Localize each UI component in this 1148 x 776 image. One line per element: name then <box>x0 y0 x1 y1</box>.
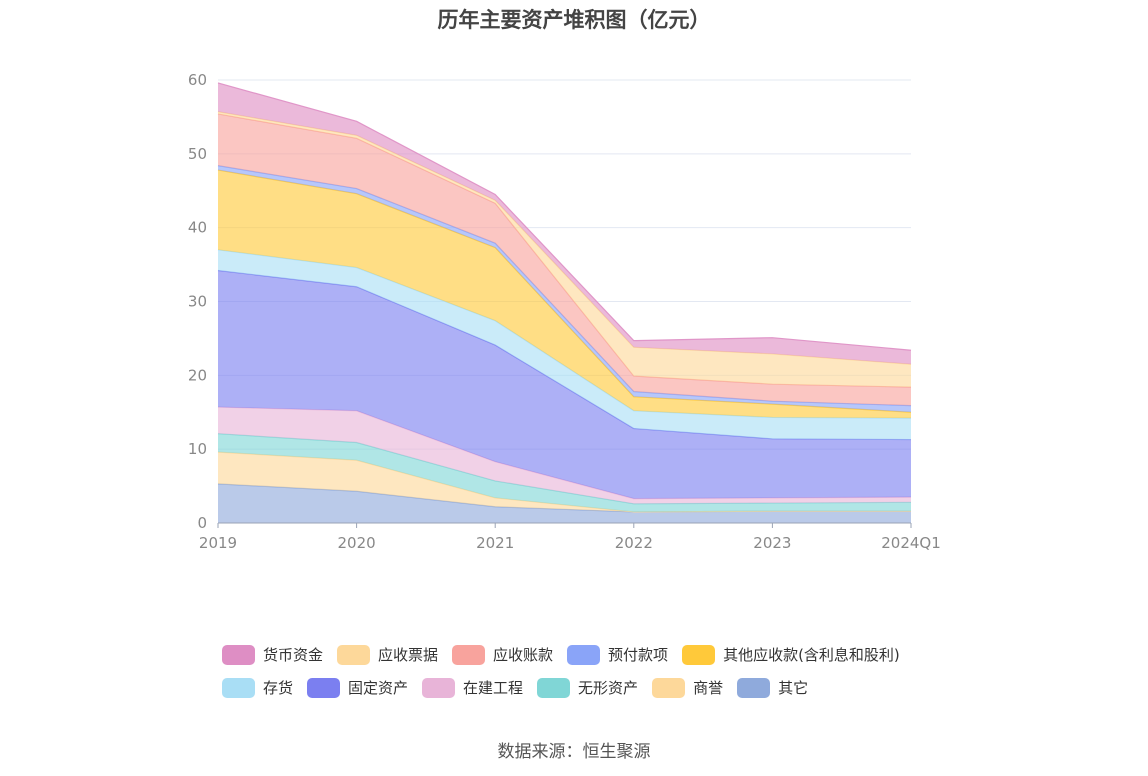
legend-label: 其它 <box>778 679 809 697</box>
area-series-2 <box>218 433 911 512</box>
area-edge-1 <box>217 451 911 513</box>
y-tick-label: 20 <box>188 366 207 384</box>
data-source-note: 数据来源：恒生聚源 <box>497 742 651 762</box>
legend-swatch <box>737 677 771 698</box>
legend-label: 固定资产 <box>348 679 409 697</box>
legend-item[interactable]: 货币资金 <box>222 644 323 665</box>
stacked-area-chart: 0 10 20 30 40 50 60 2019 2020 2021 2022 2023 2024Q1 <box>188 71 941 552</box>
legend-label: 应收票据 <box>378 646 439 664</box>
area-series-8 <box>218 113 911 406</box>
legend-item[interactable]: 应收账款 <box>452 644 553 665</box>
y-tick-label: 30 <box>188 293 207 311</box>
x-tick-label: 2024Q1 <box>881 534 941 552</box>
x-tick-label: 2021 <box>476 534 514 552</box>
legend-swatch <box>537 677 571 698</box>
area-series-5 <box>218 249 911 440</box>
legend-label: 预付款项 <box>608 646 669 664</box>
legend-swatch <box>222 677 255 698</box>
legend-item[interactable]: 应收票据 <box>337 644 438 665</box>
legend-item[interactable]: 预付款项 <box>567 644 668 665</box>
legend-swatch <box>422 677 456 698</box>
y-tick-label: 40 <box>188 219 207 237</box>
y-tick-label: 0 <box>197 514 207 532</box>
legend-swatch <box>307 677 341 698</box>
y-tick-label: 60 <box>188 71 207 89</box>
legend-item[interactable]: 其它 <box>737 677 808 698</box>
area-edge-10 <box>217 82 912 351</box>
legend-label: 存货 <box>263 679 294 697</box>
legend-row: 存货 固定资产 在建工程 无形资产 商誉 其它 <box>222 671 982 704</box>
legend-label: 商誉 <box>693 679 724 697</box>
legend-item[interactable]: 固定资产 <box>307 677 408 698</box>
legend-swatch <box>682 644 716 665</box>
legend-label: 货币资金 <box>263 646 324 664</box>
legend-label: 在建工程 <box>463 679 524 697</box>
legend-item[interactable]: 存货 <box>222 677 293 698</box>
legend-label: 应收账款 <box>493 646 554 664</box>
x-tick-label: 2019 <box>199 534 237 552</box>
legend-swatch <box>222 644 255 665</box>
area-series-0 <box>218 483 911 523</box>
area-series-6 <box>218 170 911 419</box>
area-series-3 <box>218 407 911 504</box>
legend-item[interactable]: 商誉 <box>652 677 723 698</box>
legend-swatch <box>337 644 371 665</box>
legend-swatch <box>652 677 686 698</box>
chart-legend: 货币资金 应收票据 应收账款 预付款项 其他应收款(含利息和股利) 存货 固定资产 在建工程 无… <box>222 638 982 704</box>
area-series-4 <box>218 270 911 499</box>
legend-item[interactable]: 在建工程 <box>422 677 523 698</box>
x-tick-label: 2023 <box>753 534 791 552</box>
area-series-1 <box>218 452 911 512</box>
y-tick-label: 10 <box>188 440 207 458</box>
area-edge-7 <box>217 165 912 407</box>
legend-swatch <box>452 644 486 665</box>
legend-item[interactable]: 无形资产 <box>537 677 638 698</box>
legend-label: 无形资产 <box>578 679 639 697</box>
legend-item[interactable]: 其他应收款(含利息和股利) <box>682 644 900 665</box>
y-tick-label: 50 <box>188 145 207 163</box>
legend-label: 其他应收款(含利息和股利) <box>723 646 900 664</box>
legend-swatch <box>567 644 601 665</box>
legend-row: 货币资金 应收票据 应收账款 预付款项 其他应收款(含利息和股利) <box>222 638 982 671</box>
x-tick-label: 2022 <box>615 534 653 552</box>
x-tick-label: 2020 <box>338 534 376 552</box>
chart-title: 历年主要资产堆积图（亿元） <box>437 8 711 32</box>
area-series-10 <box>218 82 911 365</box>
